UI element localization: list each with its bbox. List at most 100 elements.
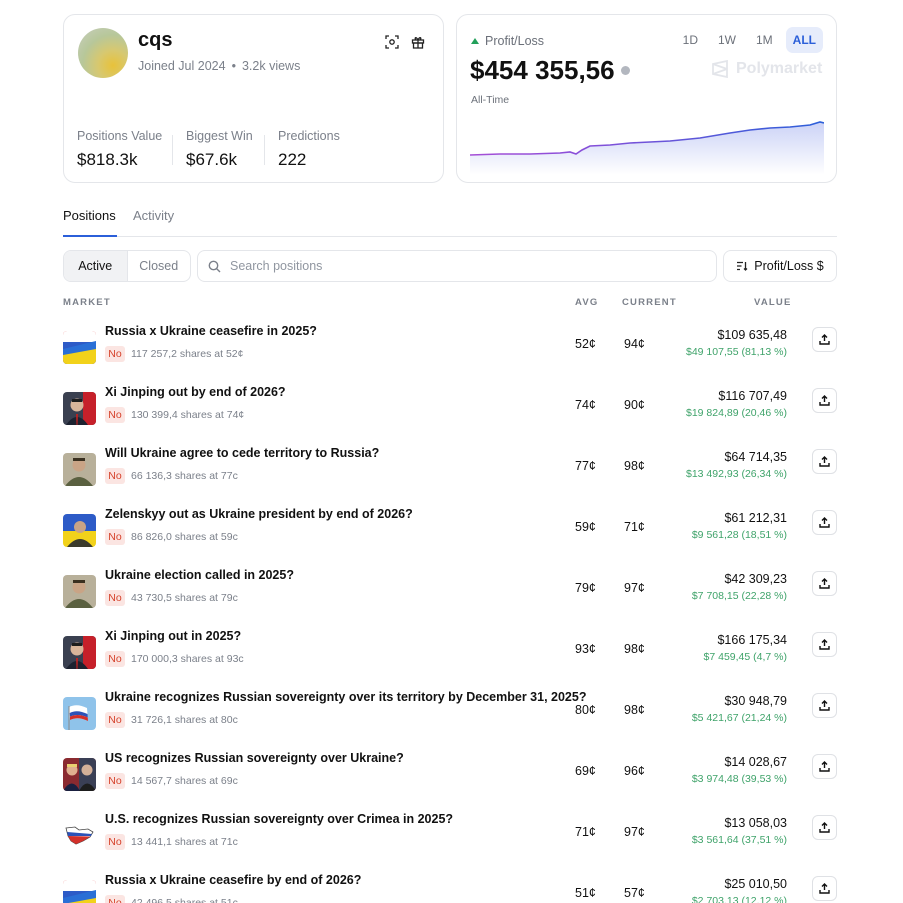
status-segmented-control: Active Closed: [63, 250, 191, 282]
divider: [172, 135, 173, 165]
stat-value: $67.6k: [186, 150, 238, 169]
share-icon: [819, 700, 830, 711]
position-gain: $7 459,45 (4,7 %): [703, 651, 787, 663]
avg-price: 59¢: [575, 520, 596, 534]
stat-biggest-win: Biggest Win $67.6k: [186, 129, 253, 170]
stat-positions-value: Positions Value $818.3k: [77, 129, 162, 170]
segment-closed[interactable]: Closed: [139, 259, 179, 273]
table-row[interactable]: Zelenskyy out as Ukraine president by en…: [63, 507, 837, 568]
profile-meta: Joined Jul 2024 • 3.2k views: [138, 59, 300, 73]
tab-positions[interactable]: Positions: [63, 208, 116, 223]
avg-price: 77¢: [575, 459, 596, 473]
shares-info: 170 000,3 shares at 93c: [131, 653, 244, 665]
table-row[interactable]: Russia x Ukraine ceasefire in 2025? No 117…: [63, 324, 837, 385]
share-button[interactable]: [812, 388, 837, 413]
pnl-amount: $454 355,56: [470, 55, 615, 85]
table-row[interactable]: Ukraine recognizes Russian sovereignty o…: [63, 690, 837, 751]
pnl-period: All-Time: [471, 94, 510, 106]
table-row[interactable]: U.S. recognizes Russian sovereignty over…: [63, 812, 837, 873]
market-thumbnail: [63, 453, 96, 486]
position-value: $42 309,23: [724, 572, 787, 586]
share-icon: [819, 334, 830, 345]
range-tab-1w[interactable]: 1W: [718, 33, 736, 47]
search-box: [197, 250, 717, 282]
share-button[interactable]: [812, 876, 837, 901]
position-value: $25 010,50: [724, 877, 787, 891]
market-thumbnail: [63, 880, 96, 903]
current-price: 97¢: [624, 581, 645, 595]
table-row[interactable]: Russia x Ukraine ceasefire by end of 202…: [63, 873, 837, 903]
position-gain: $7 708,15 (22,28 %): [691, 590, 787, 602]
current-price: 98¢: [624, 459, 645, 473]
column-header-market: MARKET: [63, 297, 111, 308]
share-button[interactable]: [812, 632, 837, 657]
info-icon[interactable]: [620, 66, 630, 75]
market-thumbnail: [63, 392, 96, 425]
column-header-current: CURRENT: [622, 297, 677, 308]
market-title[interactable]: Ukraine election called in 2025?: [105, 568, 294, 582]
current-price: 98¢: [624, 642, 645, 656]
range-tab-all[interactable]: ALL: [785, 27, 823, 53]
sort-button[interactable]: Profit/Loss $: [723, 250, 837, 282]
table-row[interactable]: US recognizes Russian sovereignty over U…: [63, 751, 837, 812]
share-icon: [819, 639, 830, 650]
position-value: $166 175,34: [717, 633, 787, 647]
segment-active[interactable]: Active: [64, 251, 128, 281]
market-title[interactable]: Russia x Ukraine ceasefire by end of 202…: [105, 873, 362, 887]
gift-icon[interactable]: [411, 35, 425, 49]
shares-info: 130 399,4 shares at 74¢: [131, 409, 245, 421]
range-tab-1m[interactable]: 1M: [756, 33, 773, 47]
outcome-badge: No: [105, 895, 125, 903]
market-title[interactable]: Ukraine recognizes Russian sovereignty o…: [105, 690, 587, 704]
pnl-label-text: Profit/Loss: [485, 34, 545, 48]
share-button[interactable]: [812, 510, 837, 535]
shares-info: 13 441,1 shares at 71c: [131, 836, 238, 848]
outcome-badge: No: [105, 529, 125, 545]
current-price: 96¢: [624, 764, 645, 778]
search-input[interactable]: [230, 259, 690, 273]
table-row[interactable]: Ukraine election called in 2025? No 43 730…: [63, 568, 837, 629]
position-value: $14 028,67: [724, 755, 787, 769]
shares-info: 31 726,1 shares at 80c: [131, 714, 238, 726]
share-icon: [819, 578, 830, 589]
market-title[interactable]: Will Ukraine agree to cede territory to …: [105, 446, 380, 460]
share-button[interactable]: [812, 449, 837, 474]
position-value: $64 714,35: [724, 450, 787, 464]
table-row[interactable]: Will Ukraine agree to cede territory to …: [63, 446, 837, 507]
market-title[interactable]: Xi Jinping out in 2025?: [105, 629, 242, 643]
table-row[interactable]: Xi Jinping out by end of 2026? No 130 399,…: [63, 385, 837, 446]
tab-activity[interactable]: Activity: [133, 208, 175, 223]
share-button[interactable]: [812, 693, 837, 718]
column-header-avg: AVG: [575, 297, 599, 308]
joined-date: Joined Jul 2024: [138, 59, 226, 73]
avg-price: 79¢: [575, 581, 596, 595]
market-title[interactable]: U.S. recognizes Russian sovereignty over…: [105, 812, 454, 826]
shares-info: 66 136,3 shares at 77c: [131, 470, 238, 482]
market-title[interactable]: Zelenskyy out as Ukraine president by en…: [105, 507, 413, 521]
market-title[interactable]: Xi Jinping out by end of 2026?: [105, 385, 286, 399]
avg-price: 52¢: [575, 337, 596, 351]
range-tab-1d[interactable]: 1D: [682, 33, 698, 47]
market-title[interactable]: Russia x Ukraine ceasefire in 2025?: [105, 324, 317, 338]
position-gain: $9 561,28 (18,51 %): [691, 529, 787, 541]
range-tabs: 1D 1W 1M ALL: [676, 27, 823, 53]
market-title[interactable]: US recognizes Russian sovereignty over U…: [105, 751, 404, 765]
current-price: 90¢: [624, 398, 645, 412]
position-gain: $3 561,64 (37,51 %): [691, 834, 787, 846]
share-button[interactable]: [812, 327, 837, 352]
main-tabs: Positions Activity: [63, 207, 837, 237]
avg-price: 51¢: [575, 886, 596, 900]
share-button[interactable]: [812, 815, 837, 840]
share-button[interactable]: [812, 571, 837, 596]
avatar[interactable]: [78, 28, 128, 78]
shares-info: 14 567,7 shares at 69c: [131, 775, 238, 787]
table-row[interactable]: Xi Jinping out in 2025? No 170 000,3 share…: [63, 629, 837, 690]
position-value: $30 948,79: [724, 694, 787, 708]
position-value: $13 058,03: [724, 816, 787, 830]
current-price: 71¢: [624, 520, 645, 534]
outcome-badge: No: [105, 773, 125, 789]
outcome-badge: No: [105, 590, 125, 606]
shares-info: 86 826,0 shares at 59c: [131, 531, 238, 543]
share-button[interactable]: [812, 754, 837, 779]
scan-icon[interactable]: [385, 35, 399, 49]
